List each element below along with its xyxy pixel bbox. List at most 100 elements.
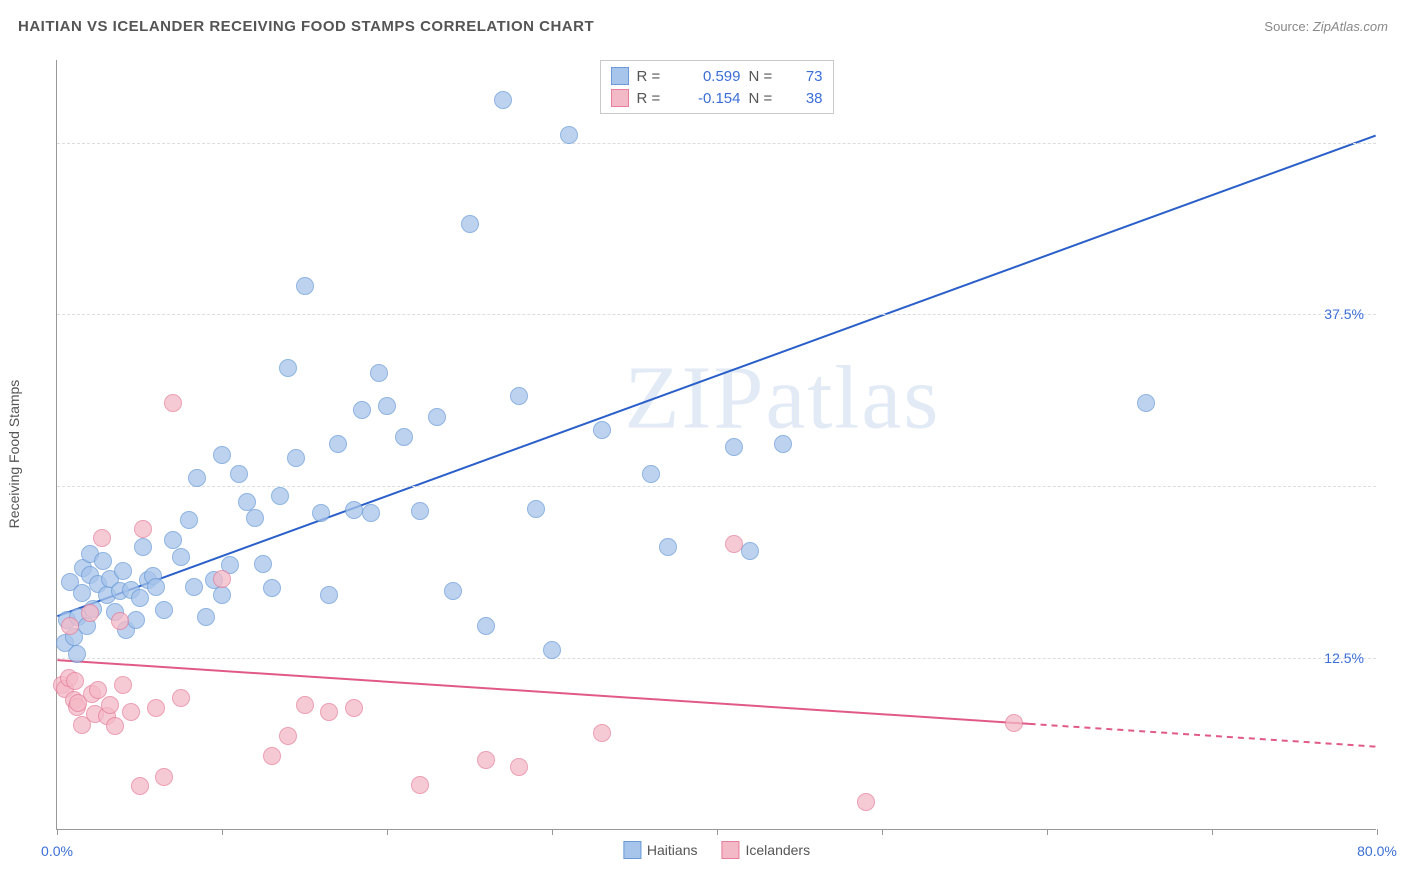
data-point: [725, 438, 743, 456]
regression-lines-layer: [57, 60, 1376, 829]
data-point: [131, 589, 149, 607]
legend-swatch: [722, 841, 740, 859]
data-point: [279, 359, 297, 377]
data-point: [1137, 394, 1155, 412]
x-tick: [552, 829, 553, 835]
chart-title: HAITIAN VS ICELANDER RECEIVING FOOD STAM…: [18, 18, 594, 35]
data-point: [428, 408, 446, 426]
x-tick: [717, 829, 718, 835]
gridline: [57, 314, 1376, 315]
data-point: [287, 449, 305, 467]
gridline: [57, 143, 1376, 144]
x-tick: [387, 829, 388, 835]
y-tick-label: 12.5%: [1324, 650, 1364, 666]
regression-line: [57, 660, 1029, 724]
data-point: [188, 469, 206, 487]
source-attribution: Source: ZipAtlas.com: [1264, 19, 1388, 34]
data-point: [111, 612, 129, 630]
data-point: [254, 555, 272, 573]
x-tick: [882, 829, 883, 835]
data-point: [73, 584, 91, 602]
data-point: [147, 699, 165, 717]
data-point: [560, 126, 578, 144]
data-point: [345, 501, 363, 519]
gridline: [57, 486, 1376, 487]
data-point: [659, 538, 677, 556]
data-point: [593, 724, 611, 742]
data-point: [444, 582, 462, 600]
series-legend: Haitians Icelanders: [623, 841, 810, 859]
data-point: [411, 776, 429, 794]
data-point: [68, 645, 86, 663]
data-point: [164, 394, 182, 412]
data-point: [114, 562, 132, 580]
regression-line-extrapolated: [1030, 724, 1376, 747]
data-point: [370, 364, 388, 382]
data-point: [213, 446, 231, 464]
regression-line: [57, 136, 1375, 617]
data-point: [510, 758, 528, 776]
data-point: [106, 717, 124, 735]
data-point: [378, 397, 396, 415]
data-point: [155, 768, 173, 786]
data-point: [230, 465, 248, 483]
data-point: [395, 428, 413, 446]
corr-r-label: R =: [637, 68, 673, 85]
data-point: [345, 699, 363, 717]
data-point: [180, 511, 198, 529]
correlation-row: R =0.599N =73: [611, 65, 823, 87]
data-point: [101, 696, 119, 714]
data-point: [213, 570, 231, 588]
data-point: [147, 578, 165, 596]
y-axis-label: Receiving Food Stamps: [6, 380, 22, 529]
gridline: [57, 658, 1376, 659]
x-tick-label: 80.0%: [1357, 843, 1397, 859]
corr-r-label: R =: [637, 90, 673, 107]
data-point: [296, 277, 314, 295]
data-point: [527, 500, 545, 518]
data-point: [312, 504, 330, 522]
data-point: [246, 509, 264, 527]
data-point: [93, 529, 111, 547]
data-point: [134, 520, 152, 538]
data-point: [461, 215, 479, 233]
data-point: [61, 617, 79, 635]
legend-swatch: [623, 841, 641, 859]
data-point: [114, 676, 132, 694]
data-point: [172, 689, 190, 707]
corr-n-label: N =: [749, 90, 785, 107]
data-point: [238, 493, 256, 511]
x-tick: [57, 829, 58, 835]
data-point: [353, 401, 371, 419]
legend-swatch: [611, 67, 629, 85]
data-point: [1005, 714, 1023, 732]
corr-r-value: -0.154: [681, 90, 741, 107]
data-point: [296, 696, 314, 714]
y-tick-label: 37.5%: [1324, 306, 1364, 322]
x-tick-label: 0.0%: [41, 843, 73, 859]
scatter-plot-area: ZIPatlas R =0.599N =73R =-0.154N =38 Hai…: [56, 60, 1376, 830]
data-point: [122, 703, 140, 721]
corr-r-value: 0.599: [681, 68, 741, 85]
data-point: [164, 531, 182, 549]
data-point: [155, 601, 173, 619]
data-point: [543, 641, 561, 659]
data-point: [131, 777, 149, 795]
data-point: [477, 617, 495, 635]
data-point: [127, 611, 145, 629]
correlation-legend: R =0.599N =73R =-0.154N =38: [600, 60, 834, 114]
data-point: [197, 608, 215, 626]
x-tick: [1377, 829, 1378, 835]
data-point: [774, 435, 792, 453]
data-point: [263, 747, 281, 765]
data-point: [134, 538, 152, 556]
data-point: [510, 387, 528, 405]
data-point: [593, 421, 611, 439]
data-point: [94, 552, 112, 570]
x-tick: [1047, 829, 1048, 835]
chart-header: HAITIAN VS ICELANDER RECEIVING FOOD STAM…: [18, 18, 1388, 35]
legend-label: Haitians: [647, 842, 698, 858]
data-point: [411, 502, 429, 520]
data-point: [81, 604, 99, 622]
legend-item: Icelanders: [722, 841, 811, 859]
